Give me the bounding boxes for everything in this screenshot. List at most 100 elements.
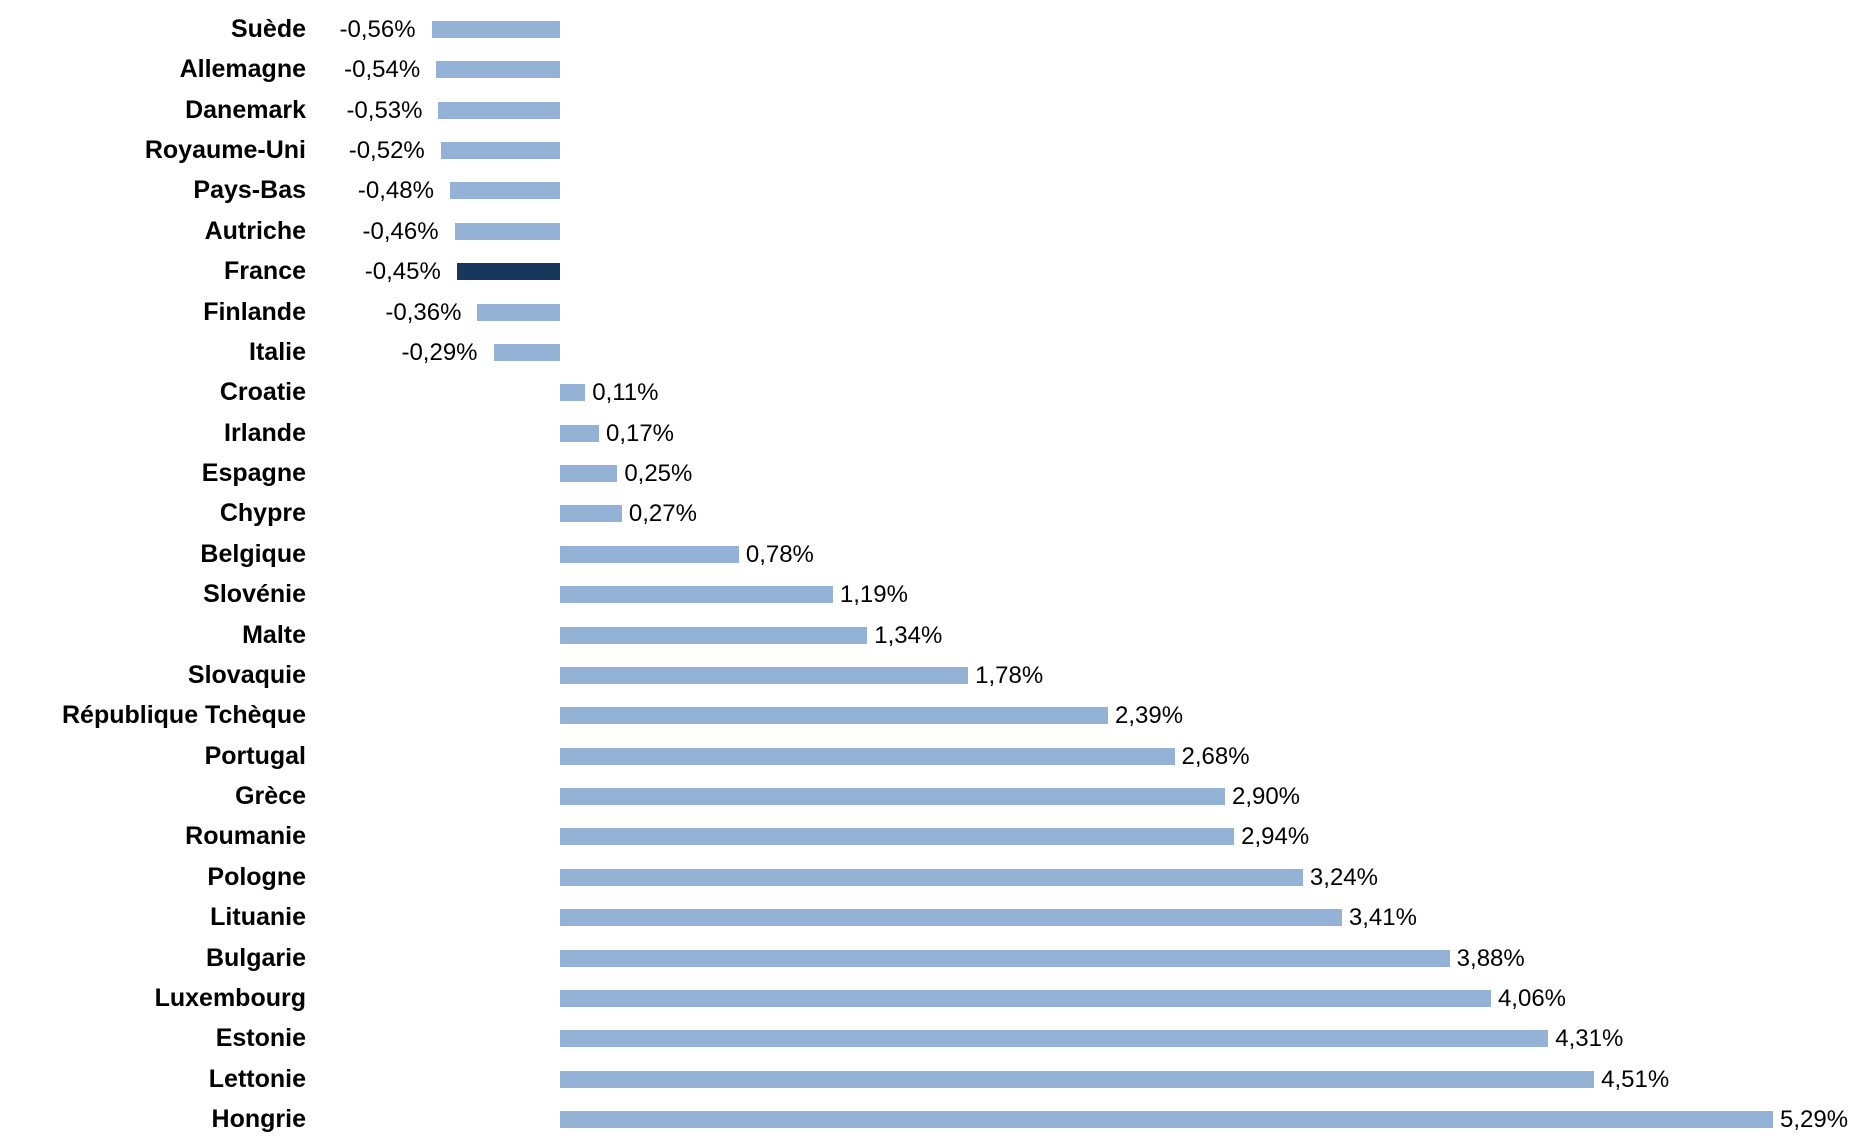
- country-label: Finlande: [203, 297, 306, 326]
- value-label: -0,46%: [362, 217, 439, 245]
- value-label: -0,45%: [364, 258, 441, 286]
- bar: [438, 101, 560, 119]
- bar: [560, 626, 868, 644]
- value-label: -0,56%: [339, 16, 416, 43]
- value-label: 0,27%: [628, 500, 697, 528]
- value-label: 4,06%: [1497, 984, 1567, 1012]
- country-label: Danemark: [185, 95, 306, 124]
- chart-row: Slovaquie 1,78%: [0, 655, 1856, 695]
- country-label: Slovaquie: [187, 660, 306, 689]
- bar: [560, 909, 1342, 927]
- bar: [560, 545, 739, 563]
- bar: [560, 949, 1450, 967]
- chart-row: Malte 1,34%: [0, 615, 1856, 655]
- country-label: Luxembourg: [154, 983, 306, 1012]
- chart-row: Grèce 2,90%: [0, 776, 1856, 816]
- bar: [560, 868, 1303, 886]
- chart-row: Luxembourg 4,06%: [0, 978, 1856, 1018]
- value-label: 0,78%: [745, 540, 814, 568]
- country-label: Belgique: [200, 539, 306, 568]
- value-label: 3,24%: [1309, 863, 1378, 891]
- bar: [560, 666, 969, 684]
- chart-row: Lituanie 3,41%: [0, 897, 1856, 937]
- value-label: 0,25%: [624, 460, 693, 488]
- chart-row: Danemark -0,53%: [0, 90, 1856, 130]
- bar: [454, 222, 560, 240]
- chart-row: Pologne 3,24%: [0, 857, 1856, 897]
- value-label: 3,41%: [1348, 904, 1417, 932]
- bar: [560, 747, 1175, 765]
- bar: [449, 182, 560, 200]
- bar: [493, 343, 560, 361]
- value-label: 0,11%: [592, 379, 659, 407]
- chart-row: Pays-Bas -0,48%: [0, 170, 1856, 210]
- value-label: 5,29%: [1779, 1105, 1849, 1133]
- bar: [431, 21, 560, 38]
- chart-row: Belgique 0,78%: [0, 534, 1856, 574]
- bar: [560, 586, 833, 604]
- country-label: Suède: [230, 15, 306, 43]
- country-label: Irlande: [224, 418, 306, 447]
- country-label: Malte: [242, 620, 306, 649]
- country-label: Royaume-Uni: [144, 136, 306, 165]
- bar: [560, 424, 599, 442]
- chart-row: Croatie 0,11%: [0, 372, 1856, 412]
- country-label: Hongrie: [211, 1104, 306, 1133]
- value-label: -0,29%: [401, 338, 478, 366]
- bar: [477, 303, 560, 321]
- chart-row: Allemagne -0,54%: [0, 49, 1856, 89]
- value-label: -0,52%: [348, 137, 425, 165]
- chart-row: Hongrie 5,29%: [0, 1099, 1856, 1139]
- bar: [560, 384, 586, 402]
- chart-row: Irlande 0,17%: [0, 413, 1856, 453]
- country-label: Pays-Bas: [193, 176, 306, 205]
- bar: [560, 707, 1109, 725]
- value-label: -0,54%: [344, 56, 421, 84]
- value-label: -0,36%: [385, 298, 462, 326]
- chart-row: Bulgarie 3,88%: [0, 938, 1856, 978]
- country-label: Chypre: [219, 499, 306, 528]
- country-label: Espagne: [201, 459, 306, 488]
- country-label: Lituanie: [210, 903, 306, 932]
- chart-row: Finlande -0,36%: [0, 292, 1856, 332]
- country-label: Allemagne: [179, 55, 306, 84]
- country-label: Croatie: [219, 378, 306, 407]
- value-label: -0,48%: [357, 177, 434, 205]
- chart-row: Italie -0,29%: [0, 332, 1856, 372]
- value-label: 2,68%: [1181, 742, 1250, 770]
- chart-row: Roumanie 2,94%: [0, 816, 1856, 856]
- chart-row: Chypre 0,27%: [0, 493, 1856, 533]
- chart-row: Autriche -0,46%: [0, 211, 1856, 251]
- value-label: 1,78%: [975, 661, 1044, 689]
- chart-row: Royaume-Uni -0,52%: [0, 130, 1856, 170]
- bar: [560, 828, 1235, 846]
- chart-row: Lettonie 4,51%: [0, 1059, 1856, 1099]
- bar: [560, 788, 1225, 806]
- chart-row: République Tchèque 2,39%: [0, 695, 1856, 735]
- bar: [560, 1070, 1595, 1088]
- bar: [560, 1110, 1773, 1128]
- country-label: Roumanie: [185, 822, 306, 851]
- bar: [560, 1030, 1549, 1048]
- country-label: Italie: [249, 337, 306, 366]
- bar: [560, 465, 618, 483]
- value-label: 1,19%: [839, 581, 908, 609]
- bar: [560, 989, 1491, 1007]
- country-label: République Tchèque: [62, 701, 306, 730]
- chart-row: Espagne 0,25%: [0, 453, 1856, 493]
- bar-highlight: [456, 263, 560, 281]
- chart-row: Suède -0,56%: [0, 9, 1856, 49]
- country-label: Pologne: [207, 862, 306, 891]
- value-label: 1,34%: [874, 621, 943, 649]
- country-label: France: [224, 257, 306, 286]
- bar: [440, 142, 560, 160]
- country-label: Autriche: [204, 216, 306, 245]
- country-label: Estonie: [215, 1024, 306, 1053]
- value-label: 2,94%: [1241, 823, 1310, 851]
- chart-row: France -0,45%: [0, 251, 1856, 291]
- chart-row: Portugal 2,68%: [0, 736, 1856, 776]
- value-label: 4,31%: [1555, 1025, 1624, 1053]
- country-label: Grèce: [235, 782, 306, 811]
- bar: [560, 505, 622, 523]
